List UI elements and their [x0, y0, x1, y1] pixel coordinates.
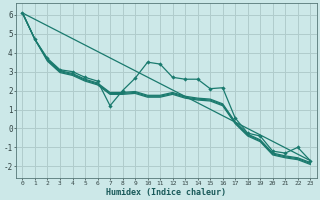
X-axis label: Humidex (Indice chaleur): Humidex (Indice chaleur) — [106, 188, 226, 197]
